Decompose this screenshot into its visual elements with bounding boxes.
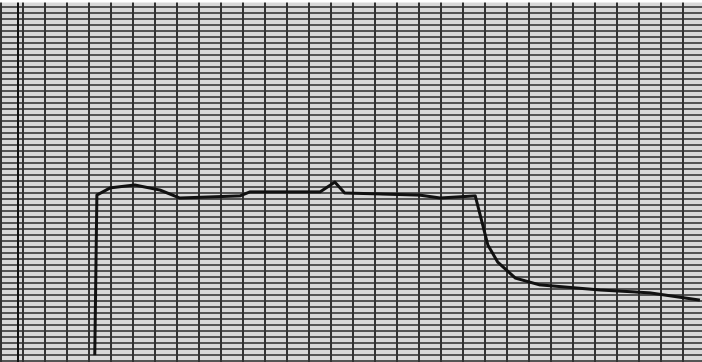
trace bbox=[93, 180, 701, 356]
